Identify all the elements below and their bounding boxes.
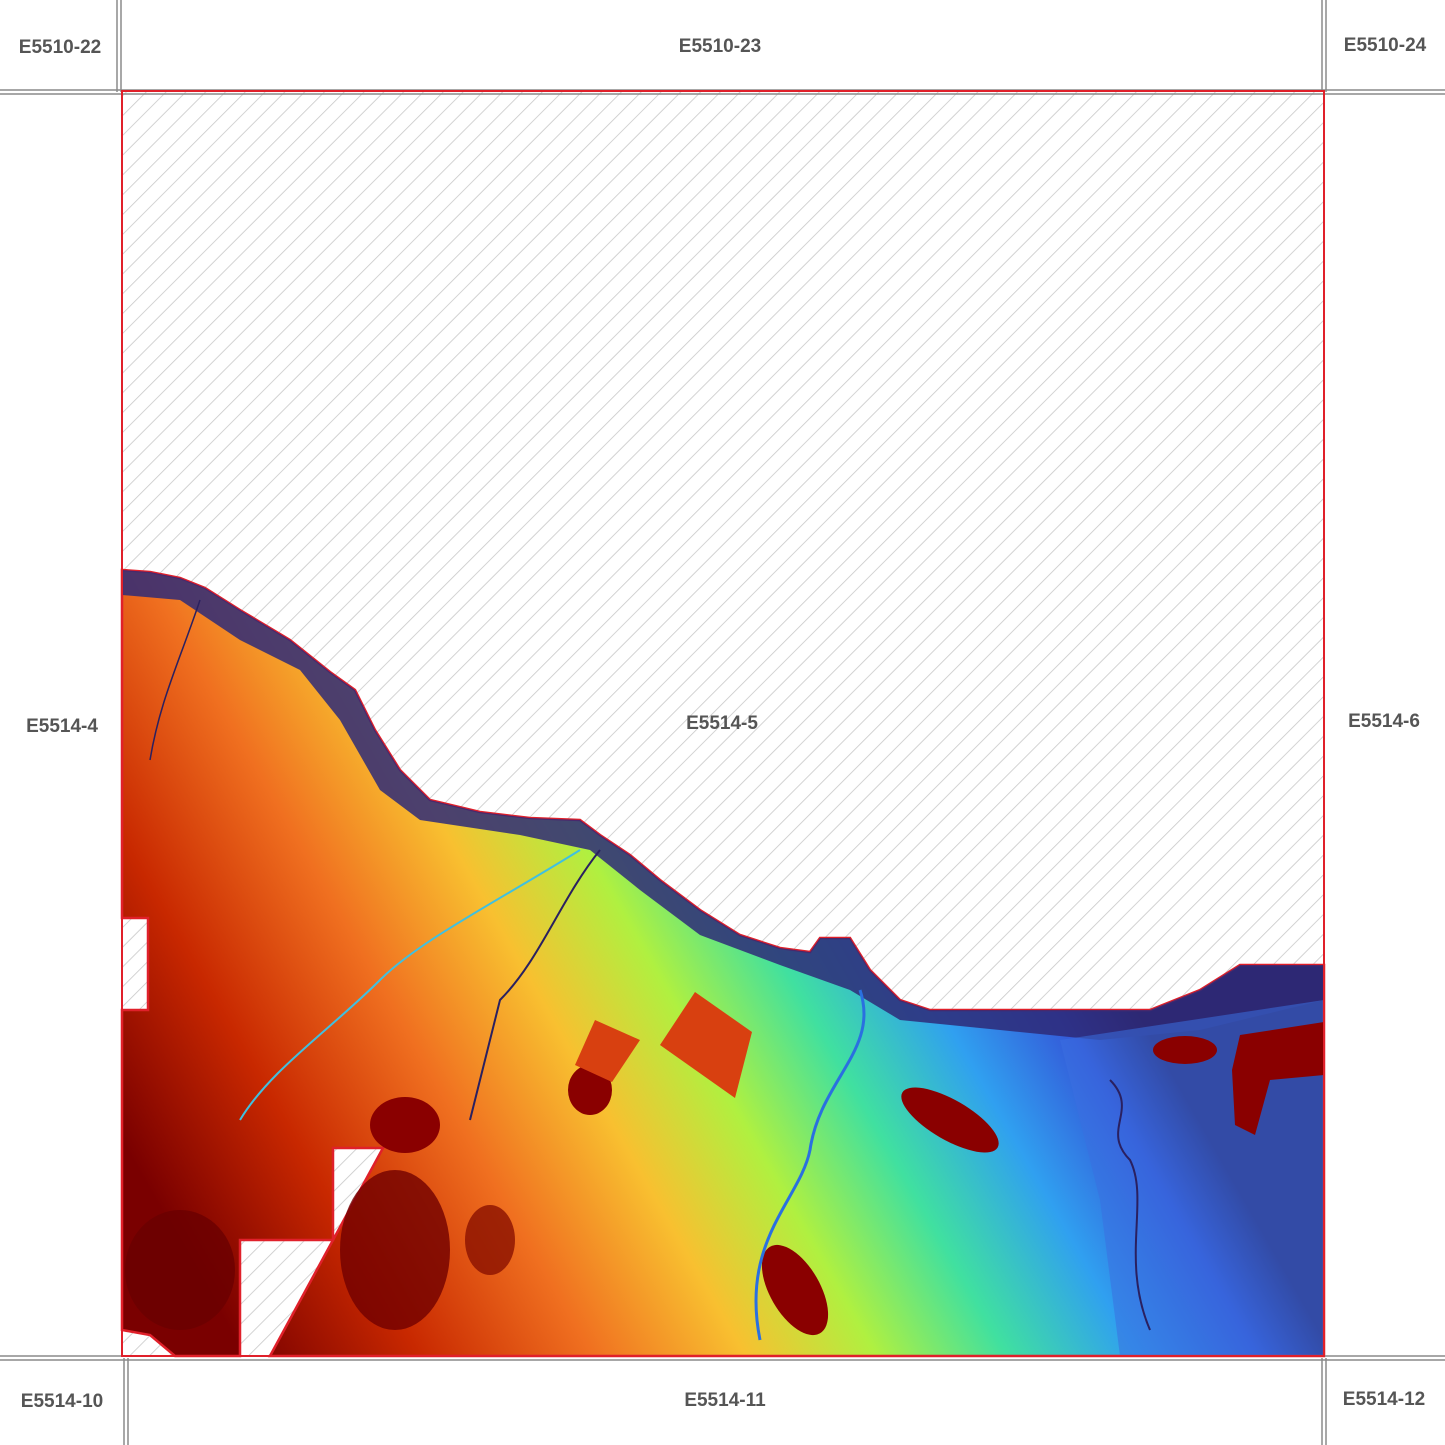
tile-label-mid-right[interactable]: E5514-6: [1348, 711, 1420, 732]
tile-label-mid-left[interactable]: E5514-4: [26, 716, 98, 737]
center-tile-outline: [121, 90, 1325, 1357]
tile-label-bottom-left[interactable]: E5514-10: [20, 1391, 104, 1412]
tile-label-bottom-right[interactable]: E5514-12: [1342, 1389, 1426, 1410]
tile-label-top-center[interactable]: E5510-23: [678, 36, 762, 57]
tile-label-top-left[interactable]: E5510-22: [18, 37, 102, 58]
tile-label-bottom-center[interactable]: E5514-11: [684, 1390, 766, 1411]
tile-label-top-right[interactable]: E5510-24: [1343, 35, 1427, 56]
elevation-raster: [120, 568, 1326, 1358]
tile-label-center[interactable]: E5514-5: [686, 713, 758, 734]
